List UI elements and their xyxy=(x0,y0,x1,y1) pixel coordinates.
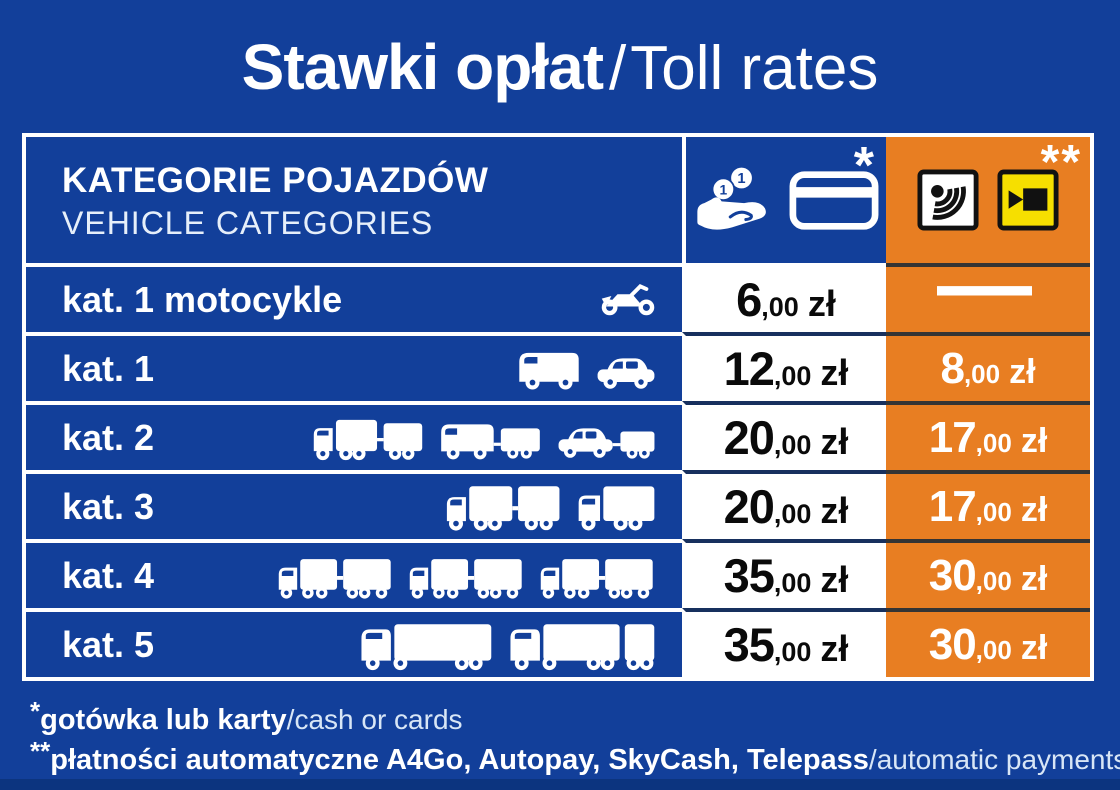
category-header-en: VEHICLE CATEGORIES xyxy=(62,204,434,241)
category-cell-kat1: kat. 1 xyxy=(26,332,682,401)
manual-price: 6,00 zł xyxy=(736,273,836,326)
road-train-icon xyxy=(277,553,394,599)
semi-icon xyxy=(358,619,493,671)
category-label: kat. 3 xyxy=(62,485,155,527)
auto-price: 8,00 zł xyxy=(940,343,1036,393)
auto-price-cell: 30,00 zł xyxy=(886,608,1090,677)
vehicle-icons xyxy=(312,415,656,461)
category-cell-kat1-motocykle: kat. 1 motocykle xyxy=(26,263,682,332)
truck-big-trailer-icon xyxy=(445,483,563,531)
vehicle-icons xyxy=(516,347,656,390)
footnote-mark: * xyxy=(30,696,41,726)
vehicle-icons xyxy=(445,483,656,531)
transponder-sign-icon xyxy=(917,169,979,231)
manual-price: 35,00 zł xyxy=(723,618,849,671)
manual-payment-header-cell: * xyxy=(682,137,886,263)
manual-footnote-mark: * xyxy=(853,137,874,195)
motorcycle-icon xyxy=(600,282,656,317)
manual-price-cell: 35,00 zł xyxy=(682,608,886,677)
footnote-automatic-payments: **płatności automatyczne A4Go, Autopay, … xyxy=(30,736,1120,777)
auto-footnote-mark: ** xyxy=(1040,137,1082,189)
vehicle-icons xyxy=(358,619,656,671)
manual-price-cell: 35,00 zł xyxy=(682,539,886,608)
auto-price: 17,00 zł xyxy=(928,412,1048,462)
auto-price: 17,00 zł xyxy=(928,481,1048,531)
category-label: kat. 4 xyxy=(62,554,155,596)
page-title: Stawki opłat/Toll rates xyxy=(0,30,1120,104)
auto-price-cell: 8,00 zł xyxy=(886,332,1090,401)
auto-price: 30,00 zł xyxy=(928,619,1048,669)
car-trailer-icon xyxy=(557,419,656,461)
manual-price: 20,00 zł xyxy=(723,411,849,464)
footnote-cash-or-cards: *gotówka lub karty/cash or cards xyxy=(30,696,463,737)
manual-price: 35,00 zł xyxy=(723,549,849,602)
auto-price-cell: 17,00 zł xyxy=(886,470,1090,539)
category-cell-kat3: kat. 3 xyxy=(26,470,682,539)
road-train-icon xyxy=(539,553,656,599)
category-label: kat. 2 xyxy=(62,416,155,458)
title-english: Toll rates xyxy=(630,34,879,103)
van-icon xyxy=(516,347,582,390)
manual-price: 20,00 zł xyxy=(723,480,849,533)
category-label: kat. 1 motocykle xyxy=(62,278,343,320)
footnote-slash: / xyxy=(868,744,877,775)
manual-price-cell: 12,00 zł xyxy=(682,332,886,401)
coins-hand-icon xyxy=(692,165,772,236)
footnote-slash: / xyxy=(286,704,295,735)
vehicle-icons xyxy=(600,282,656,317)
category-cell-kat4: kat. 4 xyxy=(26,539,682,608)
manual-price-cell: 20,00 zł xyxy=(682,401,886,470)
manual-price-cell: 20,00 zł xyxy=(682,470,886,539)
category-header-pl: KATEGORIE POJAZDÓW xyxy=(62,161,489,201)
road-train-icon xyxy=(408,553,525,599)
category-label: kat. 1 xyxy=(62,347,155,389)
footnote-bold-text: gotówka lub karty xyxy=(40,704,287,736)
van-trailer-icon xyxy=(438,418,543,461)
title-slash: / xyxy=(609,34,627,103)
category-label: kat. 5 xyxy=(62,623,155,665)
auto-price-cell: — xyxy=(886,263,1090,332)
auto-price: 30,00 zł xyxy=(928,550,1048,600)
boxtruck-icon xyxy=(577,483,656,531)
vehicle-icons xyxy=(277,553,656,599)
auto-price-cell: 17,00 zł xyxy=(886,401,1090,470)
auto-price: — xyxy=(937,263,1032,332)
auto-payment-header-cell: ** xyxy=(886,137,1090,263)
title-polish: Stawki opłat xyxy=(241,31,604,103)
bottom-edge-strip xyxy=(0,779,1120,790)
footnote-light-text: cash or cards xyxy=(294,704,463,735)
truck-trailer-icon xyxy=(312,415,424,461)
manual-price: 12,00 zł xyxy=(723,342,849,395)
category-cell-kat2: kat. 2 xyxy=(26,401,682,470)
auto-price-cell: 30,00 zł xyxy=(886,539,1090,608)
toll-rates-table: KATEGORIE POJAZDÓW VEHICLE CATEGORIES * … xyxy=(22,133,1094,681)
category-cell-kat5: kat. 5 xyxy=(26,608,682,677)
semi-double-icon xyxy=(507,619,656,671)
category-header-cell: KATEGORIE POJAZDÓW VEHICLE CATEGORIES xyxy=(26,137,682,263)
footnote-light-text: automatic payments xyxy=(876,744,1120,775)
car-icon xyxy=(596,352,656,390)
manual-price-cell: 6,00 zł xyxy=(682,263,886,332)
footnote-mark: ** xyxy=(30,736,51,766)
footnote-bold-text: płatności automatyczne A4Go, Autopay, Sk… xyxy=(50,744,869,776)
